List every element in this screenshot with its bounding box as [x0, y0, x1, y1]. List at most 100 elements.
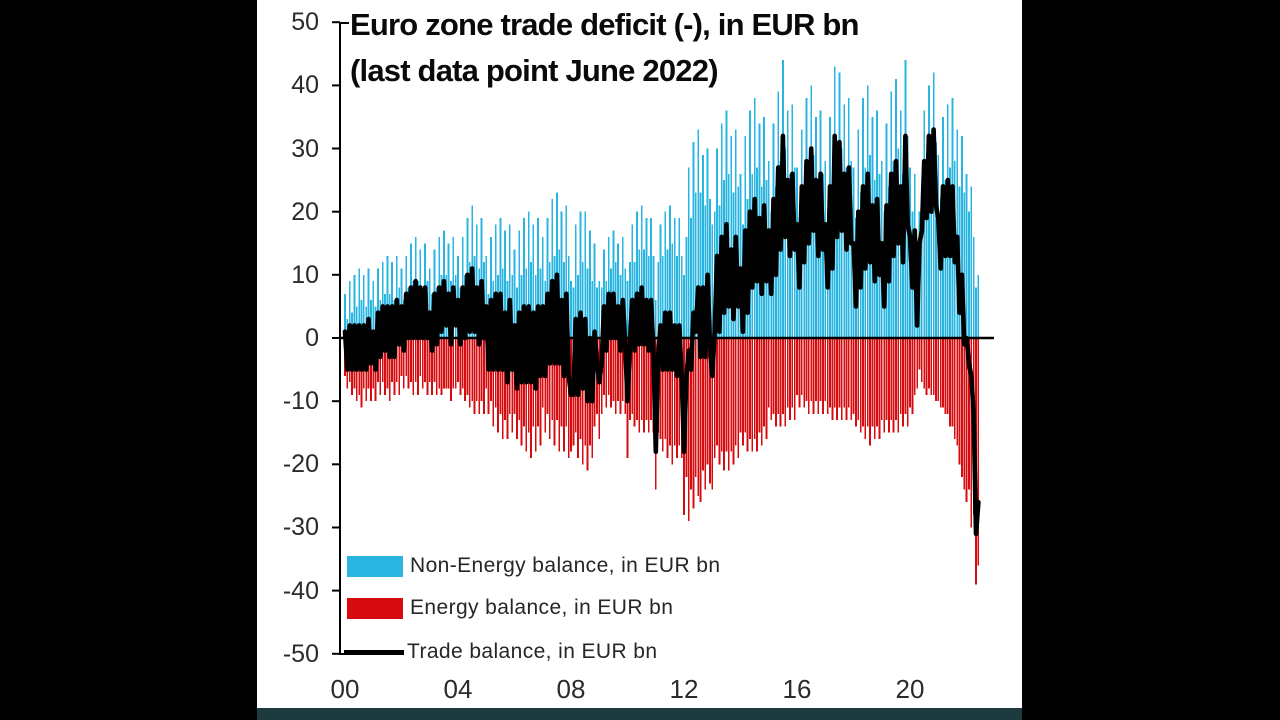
- non-energy-bar: [494, 224, 497, 338]
- energy-bar: [501, 338, 504, 440]
- energy-bar: [840, 338, 843, 421]
- energy-bar: [636, 338, 638, 421]
- energy-bar: [544, 338, 547, 433]
- energy-bar: [866, 338, 869, 427]
- energy-bar: [676, 338, 678, 458]
- energy-bar: [633, 338, 636, 427]
- non-energy-bar: [716, 148, 718, 338]
- non-energy-bar: [348, 281, 351, 338]
- energy-bar: [384, 338, 386, 395]
- non-energy-bar: [972, 236, 975, 338]
- energy-bar: [530, 338, 532, 458]
- energy-bar: [807, 338, 810, 414]
- non-energy-bar: [652, 255, 655, 338]
- non-energy-bar: [480, 218, 483, 338]
- non-energy-bar: [676, 255, 678, 338]
- non-energy-bar: [516, 287, 518, 338]
- energy-bar: [563, 338, 565, 452]
- energy-bar: [824, 338, 827, 402]
- non-energy-bar: [697, 129, 700, 338]
- energy-bar: [598, 338, 601, 440]
- energy-bar: [968, 338, 970, 490]
- energy-bar: [720, 338, 723, 452]
- non-energy-bar: [577, 274, 579, 338]
- energy-bar: [805, 338, 808, 402]
- legend-label-non-energy: Non-Energy balance, in EUR bn: [410, 554, 721, 577]
- energy-bar: [370, 338, 372, 402]
- non-energy-bar: [360, 300, 363, 338]
- energy-bar: [360, 338, 363, 408]
- energy-bar: [772, 338, 775, 414]
- chart-title: Euro zone trade deficit (-), in EUR bn (…: [350, 2, 859, 94]
- non-energy-bar: [640, 205, 643, 338]
- energy-bar: [483, 338, 485, 414]
- energy-bar: [567, 338, 570, 458]
- non-energy-bar: [556, 192, 558, 338]
- energy-bar: [381, 338, 384, 383]
- energy-bar: [435, 338, 438, 395]
- non-energy-bar: [584, 211, 587, 338]
- legend-swatch-energy: [347, 597, 403, 619]
- energy-bar: [871, 338, 874, 427]
- energy-bar: [395, 338, 398, 383]
- energy-bar: [862, 338, 864, 427]
- energy-bar: [716, 338, 718, 446]
- chart-title-line2: (last data point June 2022): [350, 53, 719, 88]
- energy-bar: [810, 338, 813, 402]
- energy-bar: [852, 338, 855, 414]
- energy-bar: [746, 338, 749, 452]
- non-energy-bar: [565, 205, 568, 338]
- non-energy-bar: [935, 142, 937, 338]
- energy-bar: [815, 338, 817, 402]
- energy-bar: [702, 338, 704, 471]
- energy-bar: [732, 338, 735, 465]
- energy-bar: [723, 338, 725, 471]
- x-tick-label: 04: [443, 674, 473, 704]
- legend-label-trade: Trade balance, in EUR bn: [407, 640, 658, 663]
- non-energy-bar: [666, 249, 669, 338]
- energy-bar: [751, 338, 754, 452]
- energy-bar: [718, 338, 721, 465]
- non-energy-bar: [527, 211, 530, 338]
- energy-bar: [944, 338, 947, 414]
- energy-bar: [890, 338, 893, 421]
- energy-bar: [534, 338, 537, 452]
- energy-bar: [883, 338, 886, 433]
- non-energy-bar: [709, 199, 711, 338]
- energy-bar: [539, 338, 542, 446]
- non-energy-bar: [678, 218, 681, 338]
- energy-bar: [730, 338, 733, 452]
- energy-bar: [904, 338, 907, 414]
- energy-bar: [560, 338, 563, 427]
- chart-title-line1: Euro zone trade deficit (-), in EUR bn: [350, 7, 859, 42]
- energy-bar: [664, 338, 667, 440]
- energy-bar: [461, 338, 464, 389]
- non-energy-bar: [706, 148, 709, 338]
- y-tick-label: 50: [291, 8, 319, 36]
- energy-bar: [699, 338, 702, 503]
- non-energy-bar: [391, 262, 393, 338]
- energy-bar: [478, 338, 481, 414]
- non-energy-bar: [793, 167, 796, 338]
- non-energy-bar: [636, 211, 638, 338]
- energy-bar: [777, 338, 780, 414]
- non-energy-bar: [626, 281, 629, 338]
- energy-bar: [704, 338, 707, 490]
- non-energy-bar: [539, 268, 542, 338]
- y-tick-label: 10: [291, 261, 319, 289]
- trade-balance-line: [342, 127, 981, 537]
- non-energy-bar: [381, 262, 384, 338]
- energy-bar: [833, 338, 836, 408]
- energy-bar: [647, 338, 650, 433]
- y-tick-label: 40: [291, 71, 319, 99]
- non-energy-bar: [730, 135, 733, 338]
- non-energy-bar: [588, 230, 591, 338]
- non-energy-bar: [513, 249, 516, 338]
- non-energy-bar: [534, 274, 537, 338]
- energy-bar: [412, 338, 415, 395]
- non-energy-bar: [720, 123, 723, 338]
- energy-bar: [457, 338, 459, 383]
- energy-bar: [892, 338, 895, 433]
- energy-bar: [523, 338, 525, 427]
- non-energy-bar: [546, 218, 549, 338]
